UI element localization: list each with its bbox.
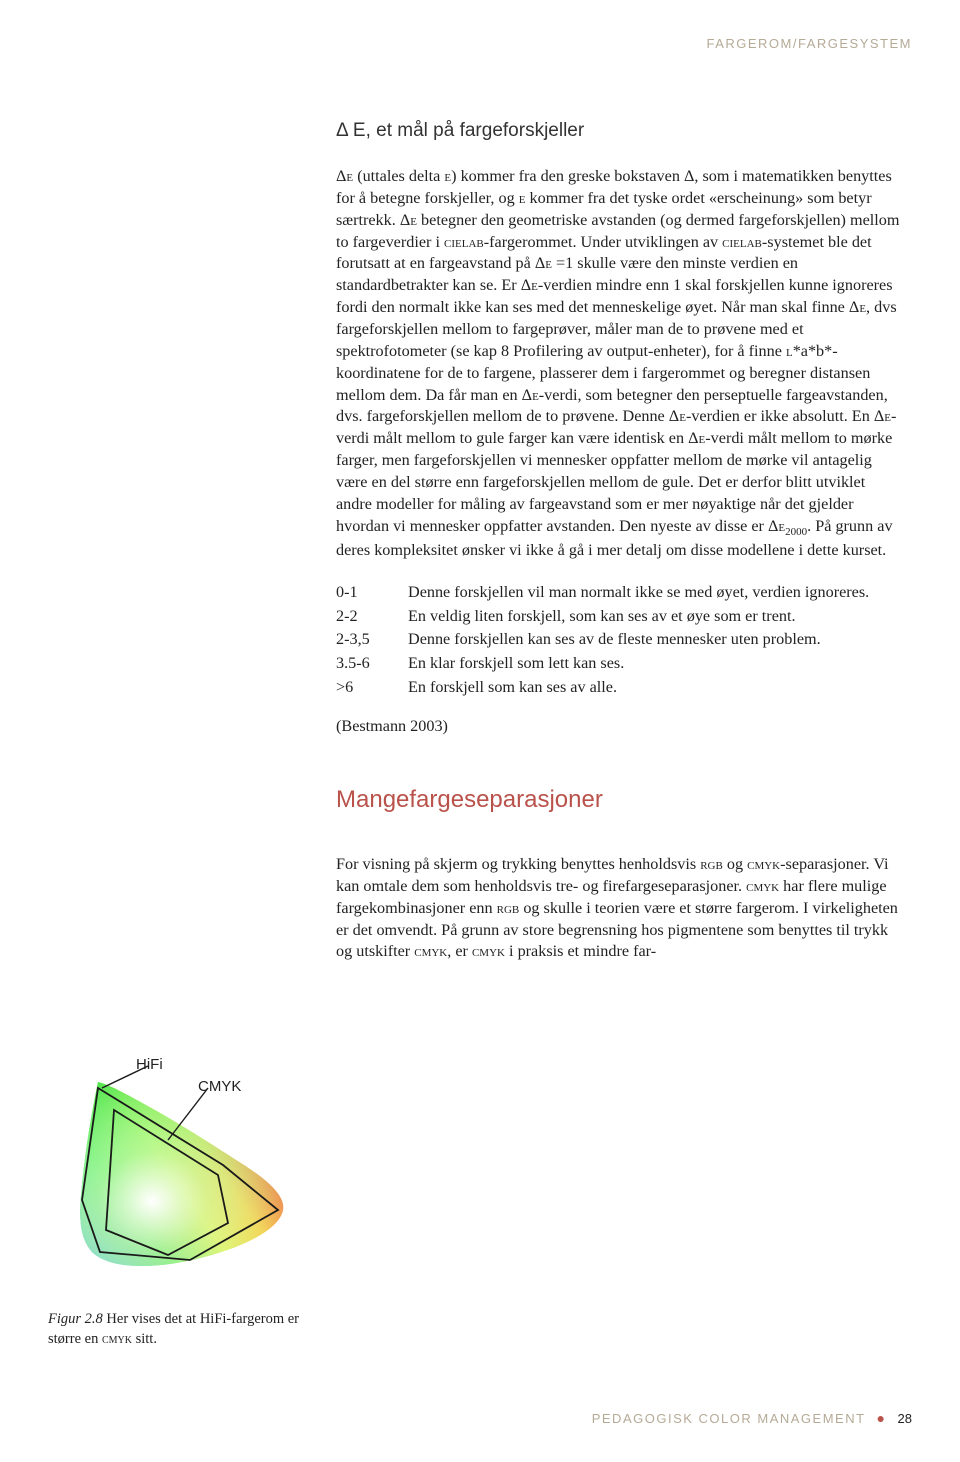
main-content: Δ E, et mål på fargeforskjeller Δe (utta… (336, 120, 904, 983)
delta-e-scale: 0-1 Denne forskjellen vil man normalt ik… (336, 582, 904, 699)
scale-key: 2-3,5 (336, 629, 408, 651)
gamut-label-cmyk: CMYK (198, 1078, 241, 1095)
scale-val: Denne forskjellen kan ses av de fleste m… (408, 629, 904, 651)
scale-row: 3.5-6 En klar forskjell som lett kan ses… (336, 653, 904, 675)
scale-key: 3.5-6 (336, 653, 408, 675)
scale-key: 2-2 (336, 606, 408, 628)
footer-title: PEDAGOGISK COLOR MANAGEMENT (592, 1411, 866, 1426)
section-title-delta-e: Δ E, et mål på fargeforskjeller (336, 120, 904, 142)
scale-val: En forskjell som kan ses av alle. (408, 677, 904, 699)
figure-2-8: HiFi CMYK (48, 1060, 316, 1349)
section2-body: For visning på skjerm og trykking benytt… (336, 854, 904, 963)
scale-val: En klar forskjell som lett kan ses. (408, 653, 904, 675)
citation: (Bestmann 2003) (336, 717, 904, 736)
section-title-mangefargeseparasjoner: Mangefargeseparasjoner (336, 786, 904, 814)
scale-val: En veldig liten forskjell, som kan ses a… (408, 606, 904, 628)
scale-row: 2-2 En veldig liten forskjell, som kan s… (336, 606, 904, 628)
page-number: 28 (898, 1411, 912, 1426)
scale-key: >6 (336, 677, 408, 699)
section1-body: Δe (uttales delta e) kommer fra den gres… (336, 166, 904, 562)
figure-number: Figur 2.8 (48, 1311, 103, 1327)
page-category: FARGEROM/FARGESYSTEM (706, 36, 912, 51)
page-footer: PEDAGOGISK COLOR MANAGEMENT ● 28 (592, 1410, 912, 1426)
scale-row: >6 En forskjell som kan ses av alle. (336, 677, 904, 699)
cie-gamut-diagram (48, 1060, 308, 1295)
scale-val: Denne forskjellen vil man normalt ikke s… (408, 582, 904, 604)
bullet-icon: ● (876, 1410, 886, 1426)
figure-caption: Figur 2.8 Her vises det at HiFi-fargerom… (48, 1310, 316, 1349)
scale-row: 2-3,5 Denne forskjellen kan ses av de fl… (336, 629, 904, 651)
gamut-label-hifi: HiFi (136, 1056, 163, 1073)
scale-key: 0-1 (336, 582, 408, 604)
scale-row: 0-1 Denne forskjellen vil man normalt ik… (336, 582, 904, 604)
